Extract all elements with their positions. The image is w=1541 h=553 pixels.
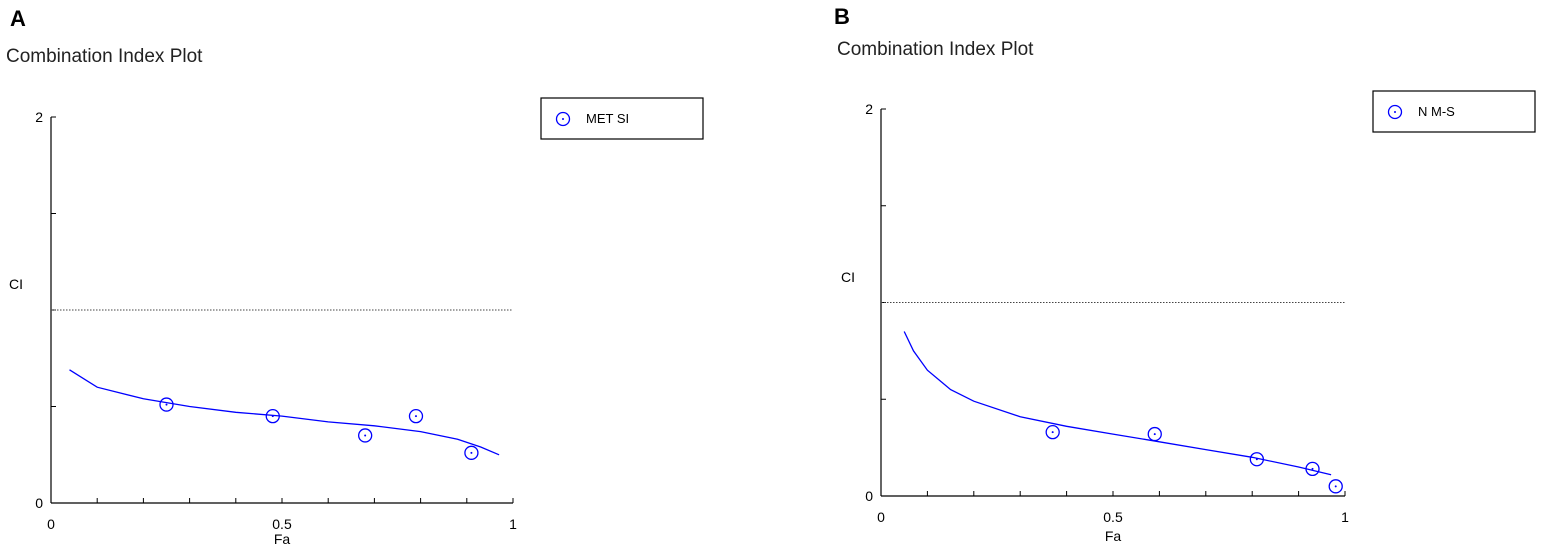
data-point-marker (1045, 424, 1060, 440)
x-tick-label: 0.5 (1103, 509, 1123, 525)
legend-marker-dot (562, 118, 564, 120)
chart-title: Combination Index Plot (6, 46, 203, 67)
data-point (1305, 461, 1320, 477)
x-tick-label: 0 (47, 516, 55, 532)
data-point (159, 397, 174, 412)
chart-svg: N M-S 0 0.5 1 0 2 Fa CI (841, 90, 1536, 544)
data-point (1147, 426, 1162, 442)
legend-box (540, 97, 704, 140)
x-axis-label: Fa (1105, 528, 1122, 544)
x-tick-label: 1 (509, 516, 517, 532)
data-point-center (1153, 433, 1156, 436)
y-axis-label: CI (9, 276, 23, 292)
x-tick-label: 1 (1341, 509, 1349, 525)
panel-label: A (10, 6, 26, 31)
data-point-marker (1328, 479, 1343, 494)
data-point-center (470, 451, 473, 454)
data-point-marker (408, 408, 424, 424)
legend-marker (555, 111, 571, 127)
y-tick-label: 0 (35, 495, 43, 511)
y-tick-label: 0 (865, 488, 873, 504)
fit-curve (903, 331, 1332, 476)
data-point (408, 408, 424, 424)
y-axis-label: CI (841, 269, 855, 285)
data-point (464, 445, 479, 460)
chart-svg: MET SI 0 0.5 1 0 2 Fa CI (9, 97, 704, 547)
x-axis-label: Fa (274, 531, 291, 547)
chart-title: Combination Index Plot (837, 39, 1034, 60)
legend-marker (1387, 104, 1403, 120)
chart-panel-b: B Combination Index Plot N M-S 0 0.5 1 0… (832, 0, 1541, 553)
data-point-center (165, 403, 168, 406)
data-point-marker (265, 408, 280, 424)
data-point-center (414, 415, 417, 418)
data-point-center (364, 434, 367, 437)
data-point-marker (1305, 461, 1320, 477)
data-point-marker (1249, 452, 1264, 467)
data-point-center (1334, 485, 1337, 488)
x-tick-label: 0 (877, 509, 885, 525)
panel-label: B (834, 4, 850, 29)
legend-label: MET SI (586, 111, 629, 126)
legend-marker-dot (1394, 111, 1396, 113)
data-point (1045, 424, 1060, 440)
legend-box (1372, 90, 1536, 133)
data-point (358, 428, 373, 443)
data-point-marker (1147, 426, 1162, 442)
y-tick-label: 2 (865, 101, 873, 117)
data-point (1249, 452, 1264, 467)
fit-curve (69, 369, 500, 456)
chart-panel-a: A Combination Index Plot MET SI 0 0.5 1 … (0, 0, 770, 553)
x-tick-label: 0.5 (272, 516, 292, 532)
data-point-marker (464, 445, 479, 460)
data-point-marker (159, 397, 174, 412)
data-point (265, 408, 280, 424)
data-point-center (1311, 467, 1314, 470)
data-point-center (271, 415, 274, 418)
data-point-center (1255, 458, 1258, 461)
data-point-center (1051, 431, 1054, 434)
y-tick-label: 2 (35, 109, 43, 125)
data-point (1328, 479, 1343, 494)
data-point-marker (358, 428, 373, 443)
legend-label: N M-S (1418, 104, 1455, 119)
